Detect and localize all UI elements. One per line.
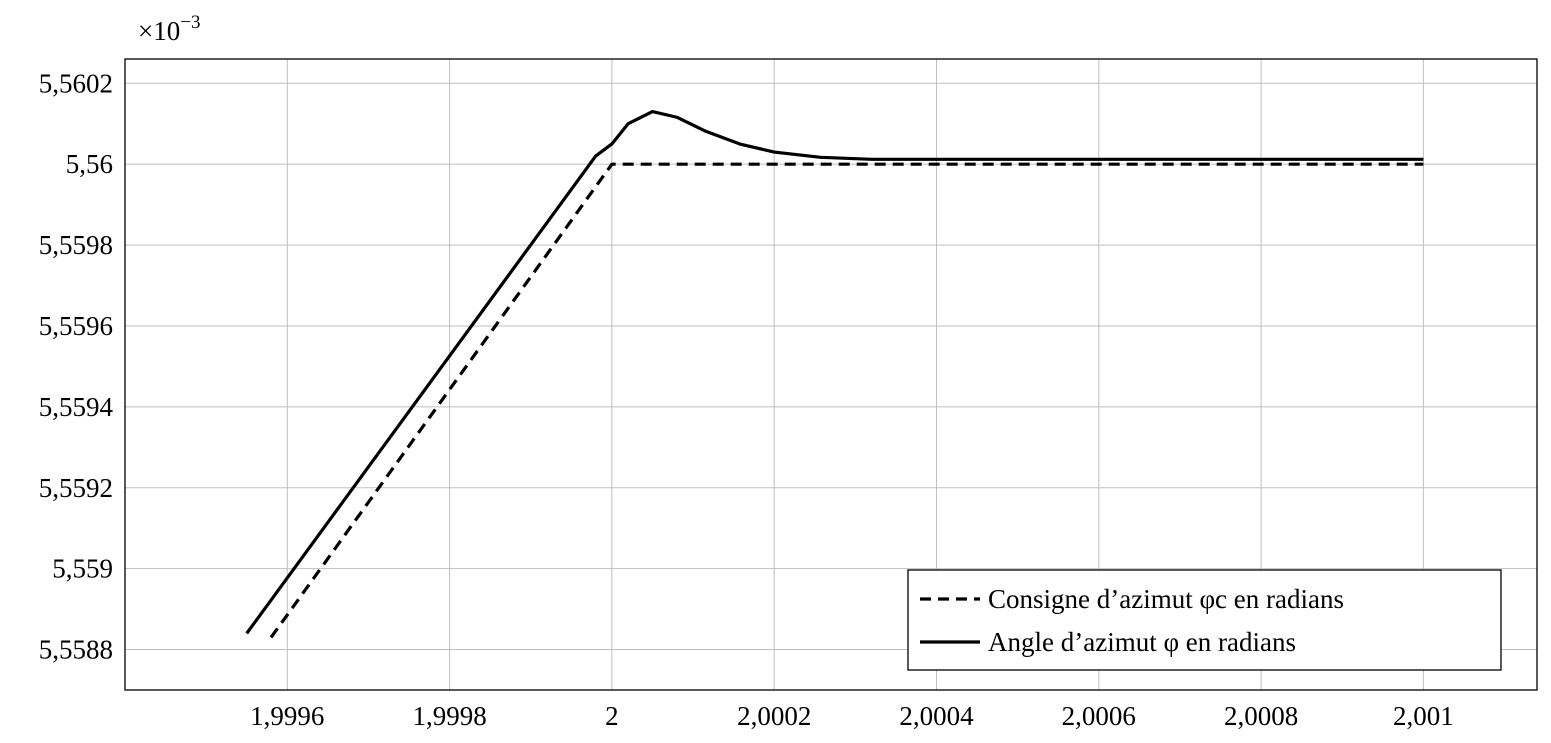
legend-box [907, 569, 1502, 671]
x-tick-label: 2,0006 [1062, 701, 1136, 731]
x-tick-label: 2,0004 [899, 701, 974, 731]
x-tick-label: 2,0008 [1224, 701, 1298, 731]
legend-label: Angle d’azimut φ en radians [988, 627, 1296, 657]
y-scale-exponent: −3 [180, 12, 200, 33]
y-scale-label: ×10−3 [138, 12, 200, 46]
x-tick-label: 1,9996 [250, 701, 324, 731]
series-line [269, 162, 1424, 639]
y-tick-label: 5,5602 [39, 68, 113, 98]
x-tick-label: 1,9998 [412, 701, 486, 731]
y-tick-label: 5,5594 [39, 392, 114, 422]
legend-label: Consigne d’azimut φc en radians [988, 584, 1344, 614]
y-tick-label: 5,56 [66, 149, 113, 179]
y-tick-label: 5,5596 [39, 311, 113, 341]
x-tick-label: 2,001 [1393, 701, 1454, 731]
y-tick-label: 5,559 [52, 554, 113, 584]
y-tick-label: 5,5598 [39, 230, 113, 260]
series-line [245, 109, 1424, 635]
x-tick-label: 2,0002 [737, 701, 811, 731]
y-scale-base: ×10 [138, 16, 180, 46]
x-tick-label: 2 [605, 701, 619, 731]
y-tick-label: 5,5588 [39, 635, 113, 665]
y-tick-label: 5,5592 [39, 473, 113, 503]
plot-frame [124, 58, 1538, 691]
